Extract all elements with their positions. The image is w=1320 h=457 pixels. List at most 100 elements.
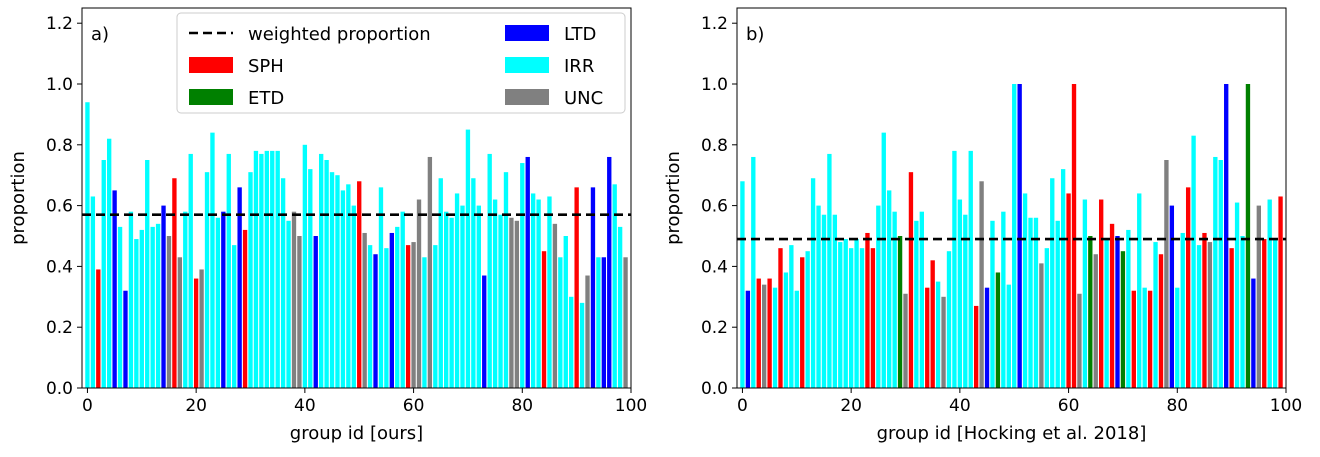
bar-irr bbox=[150, 226, 155, 388]
bar-irr bbox=[259, 153, 264, 388]
axes-frame bbox=[81, 7, 632, 389]
bar-irr bbox=[204, 172, 210, 388]
bar-unc bbox=[552, 223, 558, 388]
bar-irr bbox=[579, 302, 585, 388]
bar-unc bbox=[362, 232, 367, 388]
bar-unc bbox=[1164, 160, 1169, 388]
bar-sph bbox=[1202, 232, 1207, 388]
bars-group bbox=[85, 102, 628, 389]
y-tick-label: 1.0 bbox=[46, 75, 73, 95]
bar-unc bbox=[979, 181, 984, 388]
bar-ltd bbox=[373, 254, 378, 388]
bar-ltd bbox=[984, 287, 990, 388]
bar-unc bbox=[297, 236, 302, 388]
bar-irr bbox=[751, 156, 756, 388]
y-tick-label: 0.8 bbox=[701, 136, 728, 156]
bar-ltd bbox=[237, 187, 242, 388]
bar-ltd bbox=[482, 275, 487, 388]
x-tick-label: 20 bbox=[185, 396, 207, 416]
bar-irr bbox=[854, 239, 859, 388]
bar-unc bbox=[509, 217, 514, 388]
legend-label: LTD bbox=[564, 24, 596, 45]
bar-etd bbox=[995, 272, 1001, 388]
y-tick-label: 0.4 bbox=[701, 257, 728, 277]
bar-irr bbox=[498, 214, 503, 388]
bar-irr bbox=[460, 205, 465, 388]
bar-irr bbox=[1142, 287, 1147, 388]
bar-irr bbox=[395, 226, 400, 388]
bar-irr bbox=[324, 160, 329, 388]
bar-irr bbox=[876, 205, 881, 388]
bar-ltd bbox=[1169, 205, 1175, 388]
bar-irr bbox=[1180, 232, 1185, 388]
bar-sph bbox=[172, 178, 177, 388]
bar-irr bbox=[351, 205, 356, 388]
bar-irr bbox=[810, 178, 816, 388]
bar-irr bbox=[1267, 199, 1272, 388]
bar-irr bbox=[465, 129, 471, 388]
bar-irr bbox=[558, 257, 563, 388]
bar-unc bbox=[903, 293, 908, 388]
bar-sph bbox=[925, 287, 930, 388]
x-tick-label: 40 bbox=[949, 396, 971, 416]
bar-irr bbox=[805, 251, 810, 388]
bar-irr bbox=[471, 178, 476, 388]
bar-unc bbox=[762, 284, 767, 388]
bar-ltd bbox=[313, 236, 318, 388]
bar-irr bbox=[843, 239, 848, 388]
bar-irr bbox=[1028, 217, 1033, 388]
bar-sph bbox=[778, 248, 783, 388]
bar-irr bbox=[1240, 236, 1245, 388]
bar-unc bbox=[177, 257, 183, 388]
bar-irr bbox=[794, 290, 799, 388]
bar-unc bbox=[1039, 263, 1044, 388]
bar-irr bbox=[957, 199, 963, 388]
bar-irr bbox=[248, 172, 253, 388]
bar-sph bbox=[767, 278, 772, 388]
bar-unc bbox=[941, 296, 946, 388]
bar-irr bbox=[188, 153, 193, 388]
bar-irr bbox=[520, 163, 525, 388]
bar-unc bbox=[514, 220, 520, 388]
bar-irr bbox=[569, 296, 574, 388]
bar-irr bbox=[919, 211, 924, 388]
bar-irr bbox=[1055, 220, 1060, 388]
bar-sph bbox=[574, 187, 579, 388]
bar-sph bbox=[930, 260, 935, 388]
bar-etd bbox=[897, 236, 903, 388]
legend-swatch-irr bbox=[505, 57, 549, 73]
bar-irr bbox=[783, 272, 789, 388]
legend-label: IRR bbox=[564, 56, 594, 77]
x-tick-label: 0 bbox=[82, 396, 93, 416]
chart-panel-2: 0 20 40 60 80 100 0.0 0.2 0.4 0.6 0.8 1.0 1.2 group i… bbox=[663, 7, 1302, 444]
bar-irr bbox=[1006, 284, 1011, 388]
bar-irr bbox=[438, 178, 443, 388]
bar-irr bbox=[454, 193, 460, 388]
bar-sph bbox=[1262, 239, 1267, 388]
bar-irr bbox=[346, 184, 351, 388]
bar-sph bbox=[193, 278, 199, 388]
bar-irr bbox=[318, 153, 324, 388]
bar-ltd bbox=[607, 156, 612, 388]
bar-unc bbox=[1077, 293, 1082, 388]
y-tick-label: 1.2 bbox=[46, 14, 73, 34]
bar-irr bbox=[1175, 287, 1180, 388]
bar-irr bbox=[1137, 193, 1142, 388]
bar-irr bbox=[952, 150, 957, 388]
legend-label: UNC bbox=[564, 88, 603, 109]
bar-irr bbox=[264, 150, 269, 388]
y-tick-label: 0.2 bbox=[701, 318, 728, 338]
bar-irr bbox=[155, 223, 161, 388]
bar-sph bbox=[908, 172, 914, 388]
bar-irr bbox=[1126, 229, 1131, 388]
bar-irr bbox=[859, 248, 865, 388]
bar-irr bbox=[215, 217, 221, 388]
bar-ltd bbox=[1251, 278, 1256, 388]
bar-irr bbox=[308, 169, 313, 388]
bar-irr bbox=[384, 248, 389, 388]
bar-sph bbox=[1158, 254, 1164, 388]
bar-ltd bbox=[1115, 236, 1120, 388]
bar-irr bbox=[1060, 169, 1066, 388]
bar-sph bbox=[242, 229, 248, 388]
